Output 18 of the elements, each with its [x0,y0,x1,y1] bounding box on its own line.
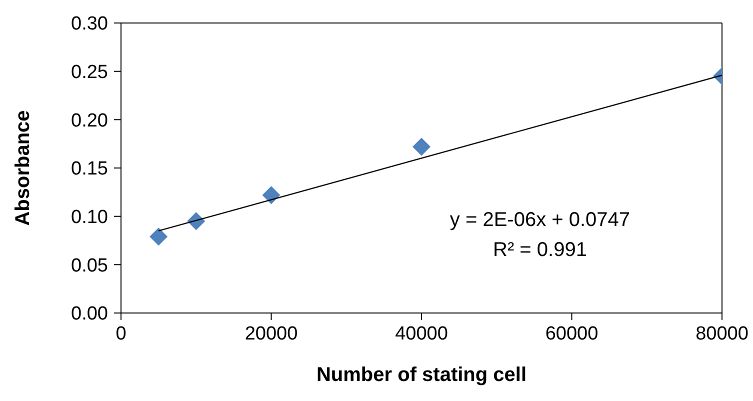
annotation: R² = 0.991 [492,238,588,263]
x-tick-label: 0 [116,323,126,344]
x-axis-title: Number of stating cell [316,364,527,386]
y-tick-label: 0.15 [71,158,108,180]
y-tick-label: 0.30 [71,14,108,35]
y-tick-label: 0.25 [71,62,108,84]
x-tick-label: 20000 [244,323,298,344]
y-tick-label: 0.20 [71,110,108,132]
x-tick-label: 80000 [696,323,748,344]
y-axis-title: Absorbance [12,110,34,226]
x-tick-label: 40000 [395,323,448,344]
point [262,186,280,204]
y-tick-label: 0.05 [71,255,108,276]
y-tick-label: 0.10 [71,207,108,228]
annotation: y = 2E-06x + 0.0747 [448,208,632,233]
point [150,228,168,246]
y-tick-label: 0.00 [71,304,108,325]
x-tick-label: 60000 [545,323,598,344]
